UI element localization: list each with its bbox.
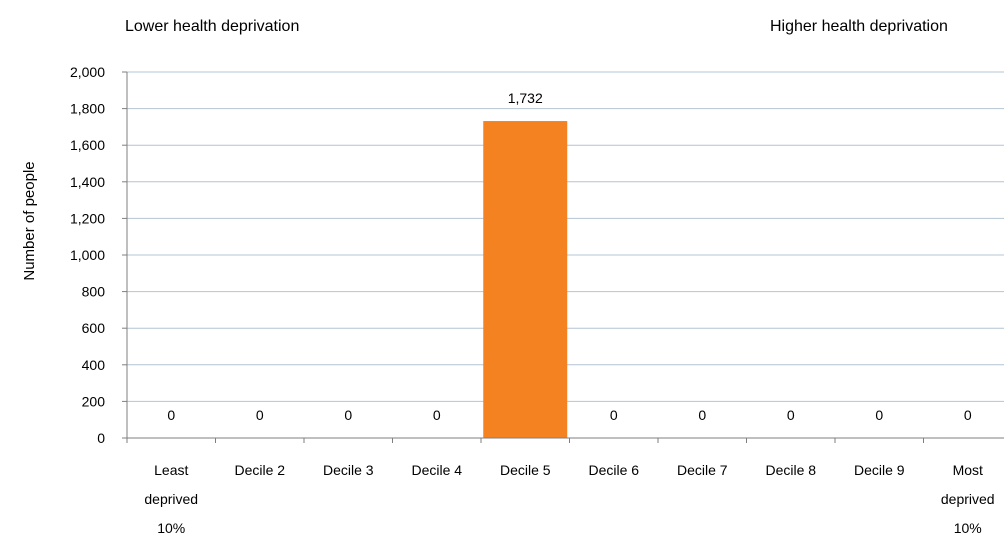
annotation-lower-deprivation: Lower health deprivation xyxy=(125,18,299,35)
x-category-label: deprived xyxy=(941,491,995,507)
data-label: 0 xyxy=(875,407,883,423)
y-tick-label: 400 xyxy=(82,357,106,373)
gridlines xyxy=(122,71,1004,439)
data-label: 1,732 xyxy=(508,90,543,106)
annotation-higher-deprivation: Higher health deprivation xyxy=(770,18,948,35)
x-category-labels: Least deprived 10% Decile 2 Decile 3 Decile 4… xyxy=(144,462,994,536)
data-label: 0 xyxy=(344,407,352,423)
axes xyxy=(126,72,1004,443)
x-category-label: Decile 7 xyxy=(677,462,728,478)
x-category-label: Decile 5 xyxy=(500,462,551,478)
y-tick-label: 1,200 xyxy=(70,210,105,226)
x-category-label: 10% xyxy=(954,520,982,536)
x-category-label: Least xyxy=(154,462,188,478)
x-category-label: Decile 9 xyxy=(854,462,905,478)
y-tick-label: 2,000 xyxy=(70,64,105,80)
data-label: 0 xyxy=(698,407,706,423)
x-category-label: deprived xyxy=(144,491,198,507)
x-category-label: Decile 2 xyxy=(234,462,285,478)
bars xyxy=(483,121,568,438)
y-tick-label: 1,400 xyxy=(70,174,105,190)
y-tick-label: 600 xyxy=(82,320,106,336)
data-label: 0 xyxy=(964,407,972,423)
y-axis-title: Number of people xyxy=(21,161,38,280)
x-category-label: Decile 6 xyxy=(588,462,639,478)
x-category-label: Decile 4 xyxy=(411,462,462,478)
data-label: 0 xyxy=(433,407,441,423)
x-category-label: Decile 3 xyxy=(323,462,374,478)
y-tick-labels: 0 200 400 600 800 1,000 1,200 1,400 1,600 1,800 2,… xyxy=(70,64,105,446)
y-tick-label: 1,800 xyxy=(70,101,105,117)
data-label: 0 xyxy=(167,407,175,423)
y-tick-label: 800 xyxy=(82,284,106,300)
y-tick-label: 0 xyxy=(97,430,105,446)
bar xyxy=(483,121,568,438)
x-category-label: Most xyxy=(953,462,983,478)
data-label: 0 xyxy=(610,407,618,423)
y-tick-label: 1,000 xyxy=(70,247,105,263)
data-label: 0 xyxy=(256,407,264,423)
data-labels: 0 0 0 0 1,732 0 0 0 0 0 xyxy=(167,90,972,423)
data-label: 0 xyxy=(787,407,795,423)
x-category-label: 10% xyxy=(157,520,185,536)
y-tick-label: 1,600 xyxy=(70,137,105,153)
x-category-label: Decile 8 xyxy=(765,462,816,478)
y-tick-label: 200 xyxy=(82,393,106,409)
